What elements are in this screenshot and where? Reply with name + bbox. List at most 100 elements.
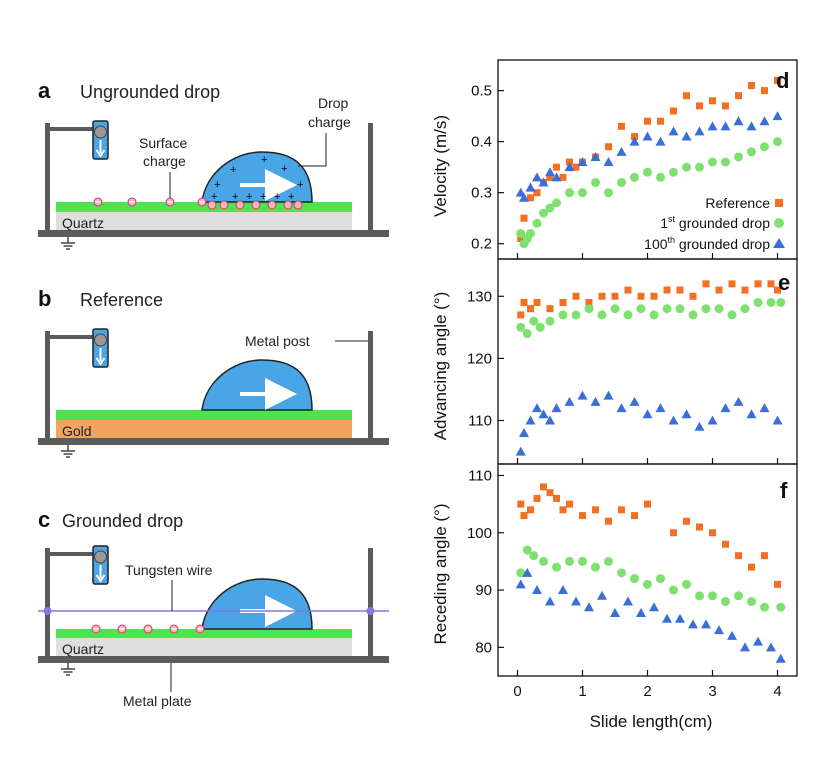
point-d-hundredth	[668, 126, 679, 136]
point-d-hundredth	[603, 157, 614, 167]
point-d-hundredth	[519, 192, 529, 202]
green-layer-c	[56, 629, 352, 638]
point-e-first	[727, 310, 737, 320]
point-f-reference	[553, 494, 560, 502]
point-d-hundredth	[538, 177, 549, 187]
drop-charge-label-1: Drop	[318, 95, 349, 111]
point-f-reference	[774, 580, 781, 588]
point-d-hundredth	[525, 182, 536, 192]
point-e-reference	[598, 292, 606, 300]
point-e-reference	[624, 286, 632, 294]
point-d-reference	[517, 235, 525, 243]
panel-label-c: c	[38, 507, 50, 532]
ytick-label-f: 100	[467, 525, 492, 542]
tungsten-wire-label: Tungsten wire	[125, 562, 213, 578]
point-e-first	[545, 316, 555, 326]
metal-plate-label: Metal plate	[123, 693, 192, 709]
point-d-reference	[631, 133, 638, 141]
ylabel-d: Velocity (m/s)	[431, 115, 450, 217]
point-f-reference	[527, 506, 534, 514]
panel-label-b: b	[38, 286, 51, 311]
minus-charges	[93, 197, 303, 210]
point-d-first	[545, 203, 555, 213]
svg-text:+: +	[281, 163, 287, 175]
legend-hundredth-num: 100	[644, 236, 668, 252]
point-f-reference	[618, 506, 625, 514]
point-d-first	[565, 188, 574, 198]
xtick-label-f: 1	[578, 683, 586, 700]
schematic-a: a Ungrounded drop Quartz ++ + + ++ + + +	[38, 78, 389, 250]
point-d-first	[708, 157, 717, 167]
ytick-label-f: 80	[475, 639, 492, 656]
point-d-hundredth	[694, 126, 705, 136]
point-e-first	[584, 304, 594, 314]
point-d-reference	[553, 163, 560, 171]
ground-icon	[61, 445, 75, 458]
substrate-label-a: Quartz	[62, 215, 104, 231]
schematic-b: b Reference Gold Metal post	[38, 286, 389, 458]
point-d-reference	[774, 76, 781, 84]
point-f-reference	[579, 512, 586, 520]
point-d-first	[552, 198, 561, 208]
plus-charges: ++ + + ++ + + + + +	[211, 154, 303, 203]
point-f-hundredth	[649, 602, 659, 612]
point-e-hundredth	[577, 390, 588, 400]
point-e-first	[662, 304, 672, 314]
point-e-hundredth	[603, 390, 614, 400]
legend-hundredth-rest: grounded drop	[675, 236, 770, 252]
point-e-hundredth	[538, 409, 549, 419]
point-f-hundredth	[571, 596, 581, 606]
point-f-reference	[566, 500, 573, 508]
point-d-reference	[761, 87, 768, 95]
point-f-first	[682, 579, 691, 589]
point-e-reference	[663, 286, 671, 294]
legend-hundredth-label: 100th grounded drop	[644, 235, 770, 252]
point-d-first	[591, 177, 600, 187]
legend-first-num: 1	[660, 215, 668, 231]
point-f-first	[708, 591, 717, 601]
point-d-reference	[618, 122, 625, 130]
point-d-first	[773, 137, 782, 147]
point-d-reference	[670, 107, 677, 115]
point-e-reference	[715, 286, 723, 294]
point-d-hundredth	[681, 131, 692, 141]
right-post-a	[368, 123, 373, 231]
point-d-reference	[696, 102, 703, 110]
point-e-hundredth	[772, 415, 783, 425]
legend-reference-label: Reference	[705, 195, 770, 211]
ytick-label-f: 110	[468, 467, 492, 484]
point-d-first	[604, 188, 613, 198]
point-f-first	[591, 562, 600, 572]
point-e-hundredth	[694, 421, 705, 431]
svg-text:+: +	[214, 179, 220, 191]
point-e-first	[675, 304, 685, 314]
point-f-hundredth	[662, 613, 672, 623]
point-f-first	[721, 597, 730, 607]
point-e-hundredth	[564, 396, 575, 406]
point-f-first	[734, 591, 743, 601]
point-d-hundredth	[616, 146, 627, 156]
point-d-hundredth	[564, 162, 575, 172]
point-e-hundredth	[629, 396, 640, 406]
point-f-first	[695, 591, 704, 601]
point-e-hundredth	[590, 396, 601, 406]
point-d-first	[516, 228, 526, 238]
svg-text:+: +	[288, 191, 294, 203]
point-e-reference	[728, 280, 736, 288]
drop-charge-leader	[298, 133, 327, 167]
panel-title-a: Ungrounded drop	[80, 82, 220, 102]
drop-a	[201, 151, 313, 203]
point-e-first	[535, 322, 545, 332]
base-plate-b	[38, 438, 389, 445]
point-f-hundredth	[610, 607, 620, 617]
point-e-reference	[559, 298, 567, 306]
point-f-reference	[605, 517, 612, 525]
point-e-first	[776, 297, 786, 307]
schematic-c: c Grounded drop Quartz	[38, 507, 389, 709]
point-e-first	[740, 304, 750, 314]
point-f-hundredth	[522, 567, 533, 577]
point-f-reference	[722, 540, 729, 548]
point-e-first	[766, 297, 776, 307]
point-d-first	[617, 177, 626, 187]
point-e-reference	[689, 292, 697, 300]
